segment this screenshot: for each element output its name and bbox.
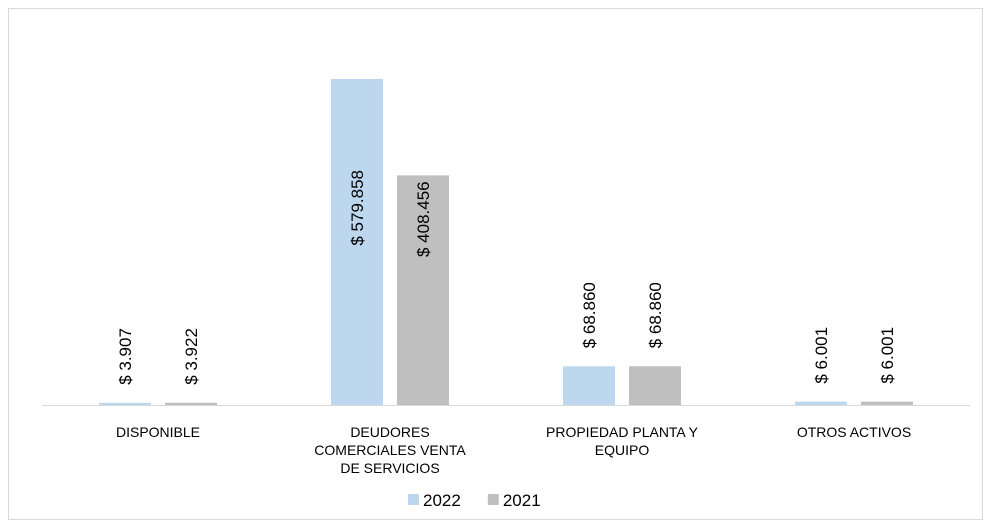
value-label: $ 408.456 — [414, 181, 433, 257]
bar — [99, 402, 151, 405]
value-label: $ 579.858 — [348, 170, 367, 246]
x-tick-label: OTROS ACTIVOS — [797, 424, 911, 440]
bar — [165, 402, 217, 405]
legend-swatch — [408, 494, 419, 505]
legend-label: 2021 — [503, 491, 541, 510]
legend-label: 2022 — [423, 491, 461, 510]
value-label: $ 6.001 — [878, 327, 897, 384]
bar — [563, 366, 615, 405]
x-tick-label: DEUDORES COMERCIALES VENTA DE SERVICIOS — [314, 424, 466, 476]
x-tick-label: PROPIEDAD PLANTA Y EQUIPO — [546, 424, 699, 458]
bar — [795, 401, 847, 405]
legend-swatch — [487, 494, 499, 505]
bar — [629, 366, 681, 405]
value-label: $ 68.860 — [580, 282, 599, 348]
bar — [331, 79, 383, 405]
value-label: $ 68.860 — [646, 282, 665, 348]
chart-border — [8, 8, 983, 520]
x-tick-label: DISPONIBLE — [116, 424, 200, 440]
value-label: $ 6.001 — [812, 327, 831, 384]
bar — [861, 401, 913, 405]
value-label: $ 3.922 — [182, 328, 201, 385]
bar — [397, 175, 449, 405]
value-label: $ 3.907 — [116, 328, 135, 385]
